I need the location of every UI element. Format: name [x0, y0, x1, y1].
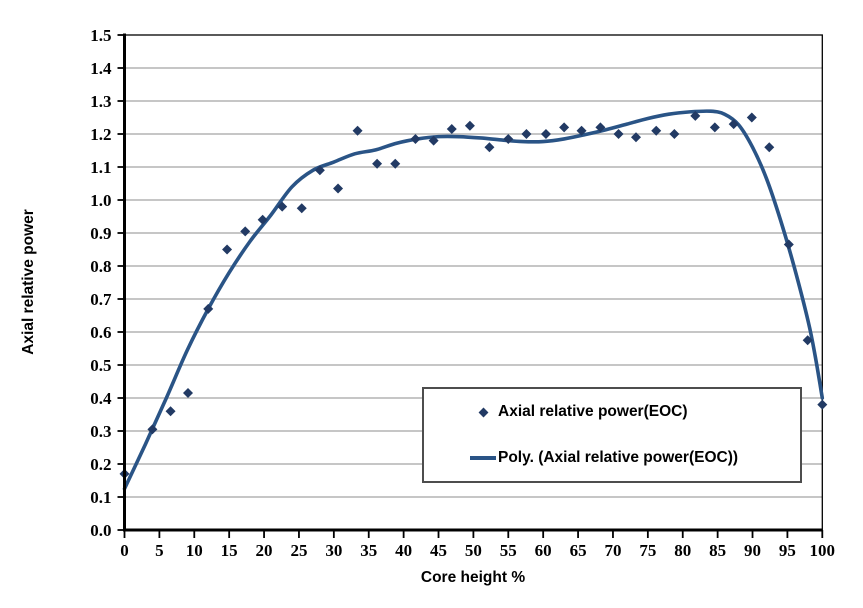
legend-entry-points: Axial relative power(EOC) — [424, 397, 800, 427]
gridlines — [124, 67, 823, 498]
y-tick-label: 0.8 — [90, 257, 111, 276]
legend-label-points: Axial relative power(EOC) — [498, 403, 688, 420]
x-tick-label: 10 — [186, 541, 203, 560]
data-point — [576, 125, 587, 136]
y-tick-label: 1.4 — [90, 59, 112, 78]
x-tick-label: 25 — [290, 541, 307, 560]
data-point — [314, 165, 325, 176]
data-point — [783, 239, 794, 250]
data-point — [559, 122, 570, 133]
y-tick-labels: 0.0 0.1 0.2 0.3 0.4 0.5 0.6 0.7 0.8 0.9 1.0 1.1 1.2 1… — [90, 26, 112, 540]
x-tick-label: 70 — [604, 541, 621, 560]
y-tick-label: 0.9 — [90, 224, 111, 243]
data-point — [446, 124, 457, 135]
scatter-points — [119, 110, 828, 479]
data-point — [390, 158, 401, 169]
y-tick-label: 1.0 — [90, 191, 111, 210]
data-point — [690, 110, 701, 121]
x-tick-label: 35 — [360, 541, 377, 560]
data-point — [484, 142, 495, 153]
data-point — [277, 201, 288, 212]
y-tick-label: 1.3 — [90, 92, 111, 111]
x-tick-label: 55 — [500, 541, 517, 560]
data-point — [503, 133, 514, 144]
x-tick-label: 30 — [325, 541, 342, 560]
legend-label-trendline: Poly. (Axial relative power(EOC)) — [498, 449, 739, 466]
x-tick-label: 90 — [744, 541, 761, 560]
x-tick-label: 65 — [570, 541, 587, 560]
x-tick-label: 15 — [221, 541, 238, 560]
axis-ticks — [117, 34, 824, 538]
data-point — [595, 122, 606, 133]
y-tick-label: 0.3 — [90, 422, 111, 441]
data-point — [817, 399, 828, 410]
data-point — [428, 135, 439, 146]
x-tick-label: 85 — [709, 541, 726, 560]
trendline-marker-icon — [470, 456, 496, 460]
y-tick-label: 1.2 — [90, 125, 111, 144]
data-point — [521, 129, 532, 139]
x-tick-label: 45 — [430, 541, 447, 560]
legend-marker-cell — [470, 456, 496, 460]
x-tick-label: 20 — [256, 541, 273, 560]
y-tick-label: 0.0 — [90, 521, 111, 540]
x-tick-label: 75 — [639, 541, 656, 560]
x-tick-label: 80 — [674, 541, 691, 560]
trendline-path — [122, 109, 825, 491]
y-tick-label: 0.4 — [90, 389, 112, 408]
data-point — [296, 203, 307, 214]
data-point — [203, 303, 214, 314]
x-axis-title: Core height % — [420, 569, 526, 586]
y-tick-label: 0.2 — [90, 455, 111, 474]
data-point — [651, 125, 662, 136]
x-tick-labels: 0 5 10 15 20 25 30 35 40 45 50 55 60 65 70 75 80 85 90 95 10… — [120, 541, 835, 560]
x-tick-label: 50 — [465, 541, 482, 560]
data-point — [802, 335, 813, 346]
x-tick-label: 5 — [155, 541, 164, 560]
data-point — [669, 129, 680, 139]
x-tick-label: 0 — [120, 541, 129, 560]
data-point — [709, 122, 720, 133]
legend-marker-cell — [470, 407, 496, 417]
data-point — [182, 388, 193, 399]
data-point — [257, 214, 268, 225]
y-tick-label: 0.7 — [90, 290, 112, 309]
data-point — [630, 132, 641, 143]
data-point — [240, 226, 251, 237]
data-point — [746, 112, 757, 123]
y-axis-title: Axial relative power — [20, 209, 37, 355]
data-point — [333, 183, 344, 194]
y-tick-label: 0.5 — [90, 356, 111, 375]
y-tick-label: 0.6 — [90, 323, 111, 342]
x-tick-label: 40 — [395, 541, 412, 560]
y-tick-label: 0.1 — [90, 488, 111, 507]
y-tick-label: 1.1 — [90, 158, 111, 177]
data-point — [372, 158, 383, 169]
data-point — [540, 129, 551, 139]
data-point — [764, 142, 775, 153]
data-point — [613, 129, 624, 139]
data-point — [352, 125, 363, 136]
legend-entry-trendline: Poly. (Axial relative power(EOC)) — [424, 443, 800, 473]
x-tick-label: 95 — [779, 541, 796, 560]
diamond-marker-icon — [478, 407, 488, 417]
data-point — [222, 244, 233, 255]
data-point — [410, 133, 421, 144]
x-tick-label: 60 — [535, 541, 552, 560]
data-point — [165, 406, 176, 417]
data-point — [464, 120, 475, 131]
legend: Axial relative power(EOC) Poly. (Axial r… — [422, 387, 802, 483]
x-tick-label: 100 — [810, 541, 836, 560]
data-point — [147, 424, 158, 435]
y-tick-label: 1.5 — [90, 26, 111, 45]
data-point — [728, 119, 739, 130]
